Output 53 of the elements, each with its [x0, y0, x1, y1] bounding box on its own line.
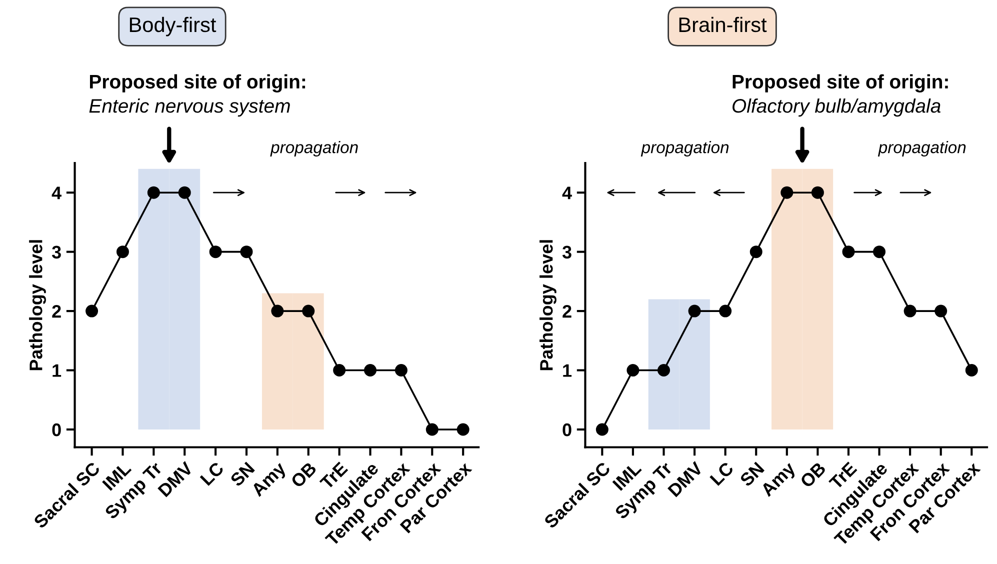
point [271, 304, 284, 318]
text: Proposed site of origin: [732, 74, 948, 93]
x-tick-label: OB [799, 461, 826, 488]
point [688, 304, 701, 318]
y-tick-label: 1 [563, 364, 572, 377]
point [240, 246, 253, 258]
chart-title: Brain-first [679, 16, 767, 32]
point [719, 304, 732, 318]
y-tick-label: 4 [562, 186, 572, 200]
point [965, 364, 978, 377]
y-tick-label: 1 [52, 364, 62, 377]
point [147, 186, 160, 199]
y-tick-label: 0 [562, 423, 572, 436]
text: propagation [270, 141, 358, 157]
point [596, 423, 608, 436]
text: Enteric nervous system [89, 98, 290, 117]
text: propagation [640, 141, 729, 157]
y-axis-title: Pathology level [29, 240, 46, 370]
x-tick-label: LC [200, 461, 225, 486]
point [750, 246, 762, 258]
point [873, 246, 886, 258]
y-axis-title: Pathology level [540, 240, 556, 370]
y-tick-label: 3 [562, 246, 572, 259]
chart-title: Body-first [130, 16, 216, 36]
point [302, 304, 315, 318]
point [86, 304, 98, 318]
text: propagation [878, 141, 966, 157]
text: Olfactory bulb/amygdala [732, 98, 940, 117]
y-tick-label: 2 [52, 304, 61, 318]
x-tick-label: SN [739, 462, 765, 488]
point [426, 423, 438, 436]
point [780, 186, 794, 199]
point [116, 246, 129, 258]
point [811, 186, 824, 199]
text: Proposed site of origin: [90, 74, 306, 93]
point [364, 364, 377, 377]
y-tick-label: 2 [562, 304, 572, 318]
x-tick-label: OB [290, 461, 318, 488]
y-tick-label: 3 [52, 246, 61, 259]
point [394, 364, 408, 377]
y-tick-label: 4 [52, 186, 62, 200]
point [904, 304, 916, 318]
x-tick-label: SN [229, 462, 256, 488]
x-tick-label: LC [710, 461, 734, 486]
point [178, 186, 191, 199]
point [209, 246, 222, 258]
point [934, 304, 948, 318]
point [626, 364, 640, 377]
point [456, 423, 470, 436]
y-tick-label: 0 [52, 423, 61, 436]
point [333, 364, 346, 377]
point [842, 246, 855, 258]
point [658, 364, 670, 377]
